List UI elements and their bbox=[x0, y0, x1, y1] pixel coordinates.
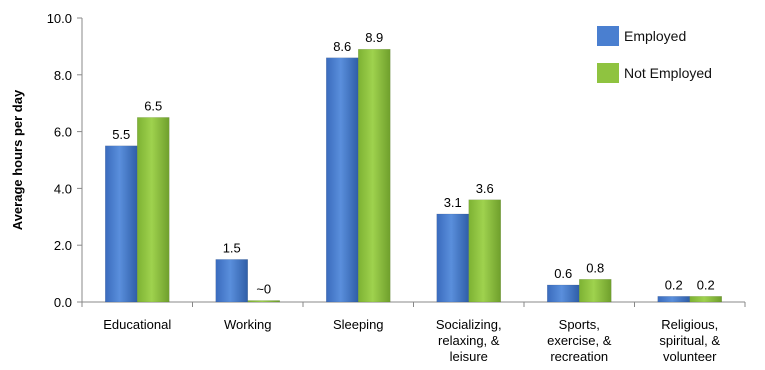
data-label: 8.6 bbox=[333, 39, 351, 54]
bar-employed bbox=[436, 213, 469, 303]
data-labels: 5.5 6.5 1.5 ~0 8.6 8.9 3.1 3.6 0.6 0.8 0.2 0.2 bbox=[112, 30, 715, 296]
data-label: 0.8 bbox=[586, 260, 604, 275]
data-label: 0.6 bbox=[554, 266, 572, 281]
category-label: Educational bbox=[103, 317, 171, 332]
data-label: 5.5 bbox=[112, 127, 130, 142]
data-label: 8.9 bbox=[365, 30, 383, 45]
category-label: spiritual, & bbox=[659, 333, 720, 348]
category-labels: Educational Working Sleeping Socializing,re… bbox=[103, 317, 720, 364]
bar-employed bbox=[547, 284, 580, 303]
y-axis-label-group: Average hours per day bbox=[10, 89, 25, 230]
y-tick-label: 2.0 bbox=[54, 238, 72, 253]
category-label: relaxing, & bbox=[438, 333, 500, 348]
bar-not-employed bbox=[358, 48, 391, 303]
legend: Employed Not Employed bbox=[597, 26, 712, 83]
data-label: 0.2 bbox=[665, 277, 683, 292]
data-label: 1.5 bbox=[223, 240, 241, 255]
legend-swatch-employed bbox=[597, 26, 619, 46]
category-label: Sleeping bbox=[333, 317, 384, 332]
legend-label: Not Employed bbox=[624, 65, 712, 81]
y-tick-label: 4.0 bbox=[54, 181, 72, 196]
bar-not-employed bbox=[579, 279, 612, 303]
category-label: exercise, & bbox=[547, 333, 612, 348]
category-label: Sports, bbox=[559, 317, 600, 332]
y-tick-label: 8.0 bbox=[54, 68, 72, 83]
category-label: recreation bbox=[550, 349, 608, 364]
axes: 0.0 2.0 4.0 6.0 8.0 10.0 bbox=[47, 11, 746, 310]
y-axis-label: Average hours per day bbox=[10, 89, 25, 230]
data-label: 3.6 bbox=[476, 181, 494, 196]
data-label: ~0 bbox=[256, 282, 271, 297]
y-tick-label: 6.0 bbox=[54, 125, 72, 140]
bar-not-employed bbox=[468, 199, 501, 303]
data-label: 0.2 bbox=[697, 277, 715, 292]
y-tick-label: 10.0 bbox=[47, 11, 72, 26]
data-label: 3.1 bbox=[444, 195, 462, 210]
category-label: Socializing, bbox=[436, 317, 502, 332]
bar-employed bbox=[105, 145, 138, 303]
y-tick-label: 0.0 bbox=[54, 295, 72, 310]
bar-not-employed bbox=[247, 300, 280, 303]
category-label: Working bbox=[224, 317, 271, 332]
bar-employed bbox=[657, 296, 690, 303]
data-label: 6.5 bbox=[144, 98, 162, 113]
bar-employed bbox=[215, 259, 248, 303]
category-label: volunteer bbox=[663, 349, 717, 364]
bar-employed bbox=[326, 57, 359, 303]
bar-not-employed bbox=[137, 117, 170, 303]
category-label: leisure bbox=[450, 349, 488, 364]
legend-label: Employed bbox=[624, 28, 686, 44]
category-label: Religious, bbox=[661, 317, 718, 332]
legend-swatch-not-employed bbox=[597, 63, 619, 83]
bars bbox=[105, 48, 722, 303]
bar-not-employed bbox=[689, 296, 722, 303]
